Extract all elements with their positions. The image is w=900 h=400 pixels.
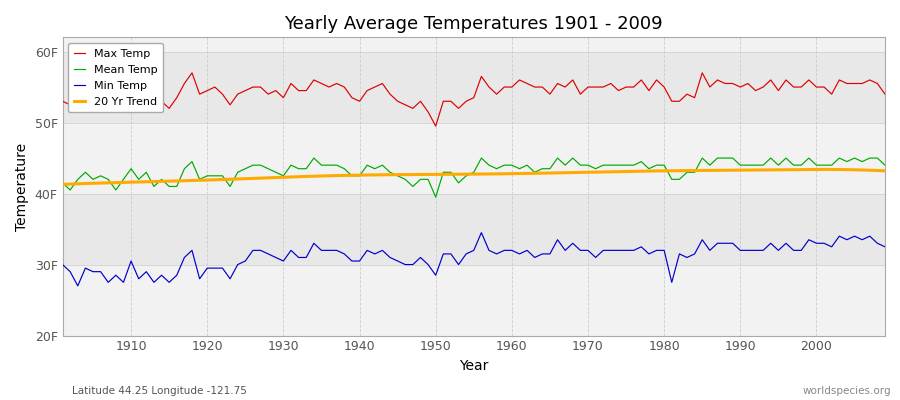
Bar xyxy=(62,37,885,52)
Line: Max Temp: Max Temp xyxy=(62,73,885,126)
Y-axis label: Temperature: Temperature xyxy=(15,142,29,230)
Mean Temp xyxy=(613,163,624,168)
Mean Temp xyxy=(522,163,533,168)
Line: 20 Yr Trend: 20 Yr Trend xyxy=(62,170,885,184)
Min Temp xyxy=(339,252,350,256)
X-axis label: Year: Year xyxy=(459,359,489,373)
Min Temp xyxy=(476,230,487,235)
Max Temp xyxy=(879,92,890,96)
Title: Yearly Average Temperatures 1901 - 2009: Yearly Average Temperatures 1901 - 2009 xyxy=(284,15,663,33)
Min Temp xyxy=(293,255,304,260)
Max Temp xyxy=(57,99,68,104)
Min Temp xyxy=(613,248,624,253)
Mean Temp xyxy=(309,156,320,160)
Max Temp xyxy=(186,70,197,75)
20 Yr Trend xyxy=(57,182,68,187)
Mean Temp xyxy=(285,163,296,168)
Min Temp xyxy=(72,284,83,288)
Bar xyxy=(62,264,885,336)
Max Temp xyxy=(522,81,533,86)
Max Temp xyxy=(514,78,525,82)
Max Temp xyxy=(293,88,304,93)
Legend: Max Temp, Mean Temp, Min Temp, 20 Yr Trend: Max Temp, Mean Temp, Min Temp, 20 Yr Tre… xyxy=(68,43,163,112)
Mean Temp xyxy=(879,163,890,168)
Mean Temp xyxy=(339,166,350,171)
20 Yr Trend xyxy=(60,182,71,187)
20 Yr Trend xyxy=(811,167,822,172)
Max Temp xyxy=(339,85,350,90)
Min Temp xyxy=(126,259,137,264)
Min Temp xyxy=(879,244,890,249)
20 Yr Trend xyxy=(751,168,761,172)
20 Yr Trend xyxy=(803,167,814,172)
Bar xyxy=(62,122,885,194)
Mean Temp xyxy=(514,166,525,171)
Min Temp xyxy=(57,262,68,267)
20 Yr Trend xyxy=(561,170,572,175)
Line: Min Temp: Min Temp xyxy=(62,233,885,286)
Mean Temp xyxy=(430,195,441,200)
Max Temp xyxy=(118,95,129,100)
Text: Latitude 44.25 Longitude -121.75: Latitude 44.25 Longitude -121.75 xyxy=(72,386,247,396)
20 Yr Trend xyxy=(879,168,890,173)
Mean Temp xyxy=(57,180,68,185)
Line: Mean Temp: Mean Temp xyxy=(62,158,885,197)
Min Temp xyxy=(514,252,525,256)
Min Temp xyxy=(522,248,533,253)
Mean Temp xyxy=(118,177,129,182)
20 Yr Trend xyxy=(544,171,554,176)
Max Temp xyxy=(613,88,624,93)
20 Yr Trend xyxy=(547,170,558,175)
Text: worldspecies.org: worldspecies.org xyxy=(803,386,891,396)
Max Temp xyxy=(430,124,441,128)
